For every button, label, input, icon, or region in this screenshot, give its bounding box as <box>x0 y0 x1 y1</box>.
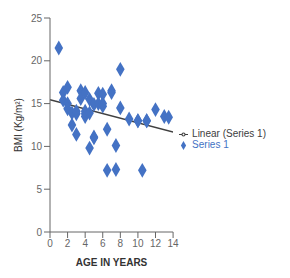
svg-text:10: 10 <box>31 141 43 152</box>
svg-text:10: 10 <box>132 238 144 249</box>
svg-text:12: 12 <box>150 238 162 249</box>
svg-text:0: 0 <box>47 238 53 249</box>
svg-text:BMI (Kg/m²): BMI (Kg/m²) <box>13 98 24 152</box>
svg-text:2: 2 <box>65 238 71 249</box>
svg-text:4: 4 <box>82 238 88 249</box>
svg-text:8: 8 <box>118 238 124 249</box>
html-text:Linear (Series 1): Linear (Series 1) <box>192 128 266 139</box>
svg-text:15: 15 <box>31 98 43 109</box>
svg-text:20: 20 <box>31 55 43 66</box>
html-text:Series 1: Series 1 <box>192 139 229 150</box>
svg-text:6: 6 <box>100 238 106 249</box>
svg-text:25: 25 <box>31 13 43 24</box>
svg-text:AGE IN YEARS: AGE IN YEARS <box>76 257 148 268</box>
svg-text:14: 14 <box>168 238 180 249</box>
svg-text:5: 5 <box>36 184 42 195</box>
svg-text:0: 0 <box>36 227 42 238</box>
